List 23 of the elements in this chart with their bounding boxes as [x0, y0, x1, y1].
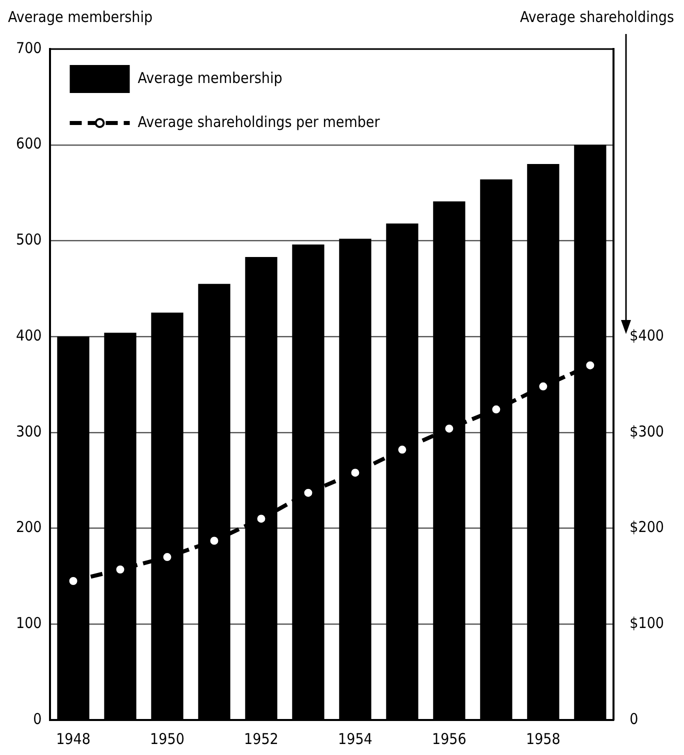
x-tick-label: 1956 [432, 730, 466, 748]
y-tick-label: 300 [16, 422, 42, 440]
y-tick-label: 100 [16, 614, 42, 632]
y-tick-label: 600 [16, 134, 42, 153]
y2-tick-label: 0 [630, 710, 638, 728]
x-tick-label: 1950 [150, 730, 184, 748]
y2-tick-label: $100 [630, 614, 664, 632]
y-tick-label: 0 [33, 710, 42, 728]
y2-tick-label: $400 [630, 326, 664, 344]
legend-label: Average shareholdings per member [138, 112, 380, 131]
legend-label: Average membership [138, 68, 282, 87]
y-tick-label: 500 [16, 230, 42, 249]
y-tick-label: 200 [16, 518, 42, 536]
x-tick-label: 1952 [244, 730, 278, 748]
y2-tick-label: $300 [630, 422, 664, 440]
y2-tick-label: $200 [630, 518, 664, 536]
y-tick-label: 700 [16, 38, 42, 57]
y-axis-title: Average membership [8, 8, 153, 28]
x-tick-label: 1954 [338, 730, 372, 748]
y2-axis-title: Average shareholdings [520, 8, 674, 28]
x-tick-label: 1948 [56, 730, 90, 748]
x-tick-label: 1958 [526, 730, 560, 748]
y-tick-label: 400 [16, 326, 42, 344]
